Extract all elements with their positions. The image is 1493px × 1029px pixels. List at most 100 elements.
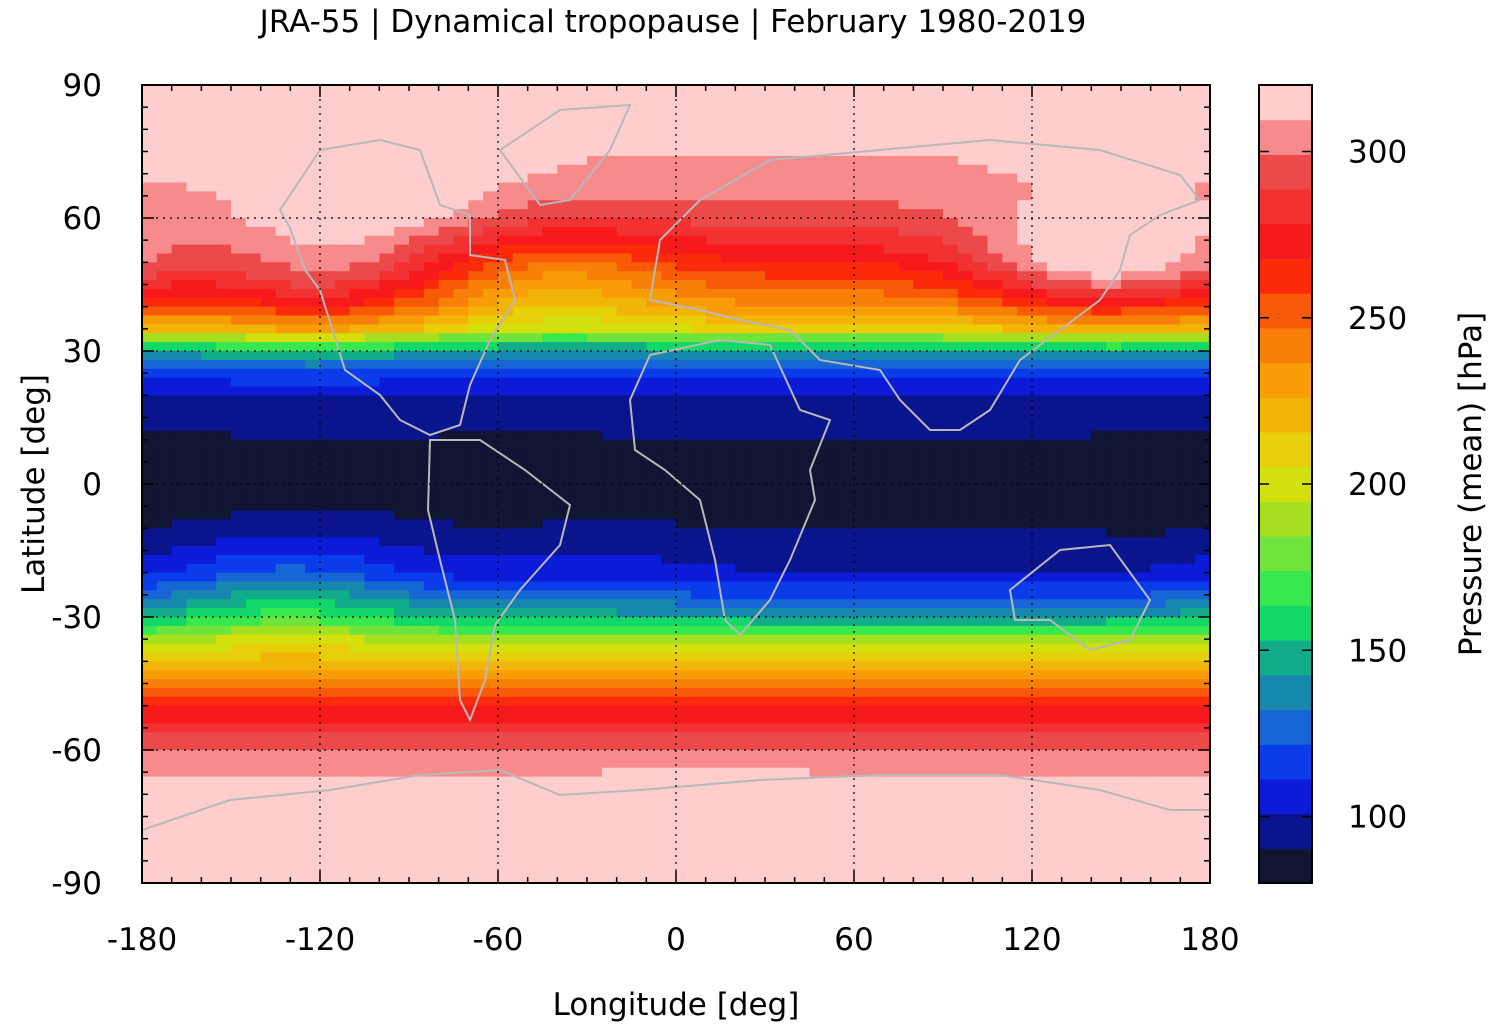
heatmap-cell [839,528,855,538]
heatmap-cell [750,652,766,662]
heatmap-cell [587,129,603,139]
heatmap-cell [1032,404,1048,414]
heatmap-cell [794,226,811,237]
heatmap-cell [616,155,633,166]
heatmap-cell [1046,342,1063,352]
heatmap-cell [186,333,202,343]
heatmap-cell [824,590,840,600]
heatmap-cell [676,164,692,175]
heatmap-cell [498,129,514,139]
heatmap-cell [1195,634,1210,645]
heatmap-cell [275,271,291,281]
heatmap-cell [839,368,855,379]
heatmap-cell [527,625,544,636]
heatmap-cell [616,687,633,698]
heatmap-cell [245,297,262,308]
heatmap-cell [1180,581,1196,591]
heatmap-cell [423,395,440,405]
heatmap-cell [453,421,469,432]
heatmap-cell [527,129,544,139]
heatmap-cell [854,395,870,405]
heatmap-cell [542,342,558,352]
heatmap-cell [1106,404,1122,414]
heatmap-cell [186,546,202,556]
heatmap-cell [705,537,722,547]
heatmap-cell [542,280,558,290]
heatmap-cell [661,368,677,379]
heatmap-cell [750,280,766,290]
heatmap-cell [453,519,469,529]
heatmap-cell [1091,164,1107,175]
heatmap-cell [1046,120,1063,130]
heatmap-cell [928,235,944,246]
heatmap-cell [646,430,662,441]
heatmap-cell [1195,546,1210,556]
heatmap-cell [646,492,662,503]
heatmap-cell [320,457,336,467]
heatmap-cell [1106,475,1122,485]
heatmap-cell [779,652,796,662]
heatmap-cell [883,226,900,237]
heatmap-cell [972,120,989,130]
heatmap-cell [587,333,603,343]
heatmap-cell [142,271,158,281]
heatmap-cell [1135,191,1152,201]
heatmap-cell [1135,306,1152,317]
heatmap-cell [1061,510,1078,521]
heatmap-cell [231,226,247,237]
heatmap-cell [245,147,262,157]
heatmap-cell [275,147,291,157]
heatmap-cell [1180,687,1196,698]
heatmap-cell [616,351,633,361]
heatmap-cell [1195,297,1210,308]
heatmap-cell [1017,492,1033,503]
heatmap-cell [676,572,692,583]
heatmap-cell [839,608,855,618]
heatmap-cell [616,359,633,370]
heatmap-cell [839,191,855,201]
heatmap-cell [735,173,751,184]
heatmap-cell [320,413,336,423]
heatmap-cell [765,386,781,396]
heatmap-cell [661,85,677,95]
heatmap-cell [468,342,484,352]
heatmap-cell [631,510,647,521]
heatmap-cell [1091,155,1107,166]
heatmap-cell [616,457,633,467]
heatmap-cell [156,430,173,441]
heatmap-cell [957,218,974,228]
heatmap-cell [616,581,633,591]
heatmap-cell [320,200,336,210]
heatmap-cell [987,297,1003,308]
heatmap-cell [1002,643,1018,654]
heatmap-cell [898,120,914,130]
heatmap-cell [260,351,277,361]
heatmap-cell [690,262,707,272]
heatmap-cell [468,351,484,361]
heatmap-cell [186,288,202,299]
heatmap-cell [1076,173,1092,184]
heatmap-cell [498,510,514,521]
heatmap-cell [527,430,544,441]
heatmap-cell [379,209,395,219]
heatmap-cell [1061,617,1078,627]
heatmap-cell [1106,413,1122,423]
heatmap-cell [868,315,885,325]
heatmap-cell [557,590,573,600]
heatmap-cell [512,315,529,325]
heatmap-cell [779,617,796,627]
heatmap-cell [557,102,573,113]
heatmap-cell [394,351,410,361]
heatmap-cell [824,191,840,201]
heatmap-cell [527,554,544,565]
heatmap-cell [201,439,217,450]
heatmap-cell [334,155,351,166]
heatmap-cell [809,652,825,662]
heatmap-cell [1135,297,1152,308]
heatmap-cell [483,351,499,361]
heatmap-cell [379,625,395,636]
heatmap-cell [1135,93,1152,104]
heatmap-cell [468,164,484,175]
heatmap-cell [750,324,766,334]
heatmap-cell [1046,501,1063,512]
